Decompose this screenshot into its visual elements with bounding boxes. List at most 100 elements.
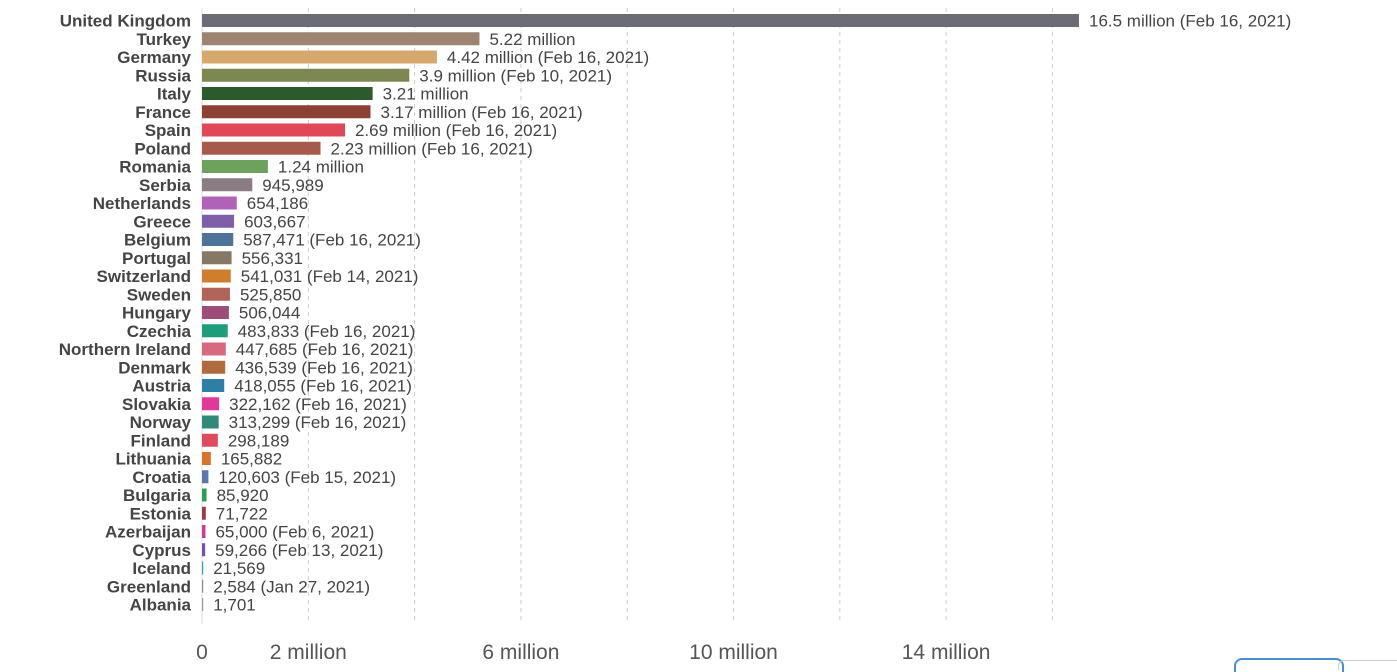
value-label: 654,186 [247,194,308,213]
bar-united-kingdom[interactable] [202,14,1079,27]
bar-bulgaria[interactable] [202,488,207,502]
bar-poland[interactable] [202,141,321,155]
bar-czechia[interactable] [202,324,228,338]
bar-cyprus[interactable] [202,543,206,557]
value-label: 541,031 (Feb 14, 2021) [241,267,419,286]
category-label: Norway [130,413,192,432]
bar-greenland[interactable] [202,579,204,593]
value-label: 506,044 [239,304,300,323]
bar-hungary[interactable] [202,306,229,319]
category-label: Northern Ireland [59,340,191,359]
bar-belgium[interactable] [202,233,234,246]
value-label: 3.21 million [383,85,469,104]
category-label: Serbia [139,176,192,195]
bar-germany[interactable] [202,50,437,64]
value-label: 165,882 [221,450,282,469]
x-tick-label: 0 [196,641,208,663]
category-label: Czechia [127,322,192,341]
bar-russia[interactable] [202,68,410,82]
bar-denmark[interactable] [202,360,226,374]
x-tick-label: 14 million [902,641,991,663]
category-label: Italy [157,85,192,104]
value-label: 21,569 [213,559,265,578]
value-label: 2.69 million (Feb 16, 2021) [355,121,557,140]
value-label: 85,920 [217,486,269,505]
bar-turkey[interactable] [202,32,480,46]
bar-norway[interactable] [202,415,219,429]
bar-slovakia[interactable] [202,397,220,411]
value-label: 525,850 [240,285,301,304]
value-label: 587,471 (Feb 16, 2021) [243,231,421,250]
bar-estonia[interactable] [202,506,206,520]
bar-netherlands[interactable] [202,196,237,210]
category-label: Croatia [132,468,191,487]
bar-italy[interactable] [202,87,373,100]
value-label: 3.9 million (Feb 10, 2021) [419,66,612,85]
value-label: 298,189 [228,431,289,450]
bar-spain[interactable] [202,123,345,137]
category-label: Iceland [132,559,191,578]
x-tick-label: 2 million [270,641,347,663]
category-label: Slovakia [122,395,192,414]
category-label: Turkey [137,30,192,49]
bar-croatia[interactable] [202,470,209,484]
category-label: Hungary [122,304,192,323]
value-label: 436,539 (Feb 16, 2021) [235,358,413,377]
bar-iceland[interactable] [202,561,204,575]
category-label: Spain [145,121,191,140]
bar-sweden[interactable] [202,287,230,301]
x-tick-label: 10 million [689,641,778,663]
value-label: 71,722 [216,504,268,523]
value-label: 322,162 (Feb 16, 2021) [229,395,407,414]
gridlines [201,8,1053,624]
category-label: Belgium [124,231,191,250]
bar-austria[interactable] [202,379,225,392]
category-label: Lithuania [115,450,191,469]
bar-romania[interactable] [202,160,268,173]
value-labels: 16.5 million (Feb 16, 2021) 5.22 million 4… [213,12,1291,615]
category-label: Portugal [122,249,191,268]
category-label: Finland [131,431,191,450]
category-label: France [135,103,191,122]
bar-finland[interactable] [202,433,218,447]
scroll-tab-decoration [1234,658,1344,672]
bar-azerbaijan[interactable] [202,525,206,538]
bars [202,14,1079,611]
category-label: Cyprus [132,541,191,560]
category-label: Russia [135,66,191,85]
scroll-tab-edge [1338,660,1397,670]
category-label: Switzerland [97,267,191,286]
x-tick-label: 6 million [482,641,559,663]
value-label: 2.23 million (Feb 16, 2021) [331,139,533,158]
value-label: 16.5 million (Feb 16, 2021) [1089,12,1291,31]
value-label: 1.24 million [278,158,364,177]
category-label: Germany [117,48,191,67]
bar-northern-ireland[interactable] [202,342,226,356]
category-label: Austria [132,377,191,396]
bar-greece[interactable] [202,214,235,228]
value-label: 418,055 (Feb 16, 2021) [234,377,412,396]
category-label: Azerbaijan [105,523,191,542]
category-label: United Kingdom [60,12,191,31]
category-label: Greece [133,212,191,231]
value-label: 59,266 (Feb 13, 2021) [215,541,383,560]
category-labels: United KingdomTurkeyGermanyRussiaItalyFr… [59,12,192,615]
category-label: Romania [119,158,191,177]
value-label: 313,299 (Feb 16, 2021) [229,413,407,432]
bar-france[interactable] [202,105,371,119]
category-label: Estonia [130,504,192,523]
bar-portugal[interactable] [202,251,232,265]
value-label: 556,331 [242,249,303,268]
bar-albania[interactable] [202,598,204,611]
value-label: 5.22 million [489,30,575,49]
value-label: 945,989 [262,176,323,195]
bar-serbia[interactable] [202,178,253,192]
value-label: 120,603 (Feb 15, 2021) [218,468,396,487]
bar-switzerland[interactable] [202,269,231,283]
category-label: Denmark [118,358,191,377]
category-label: Bulgaria [123,486,192,505]
bar-lithuania[interactable] [202,452,211,465]
category-label: Poland [134,139,191,158]
